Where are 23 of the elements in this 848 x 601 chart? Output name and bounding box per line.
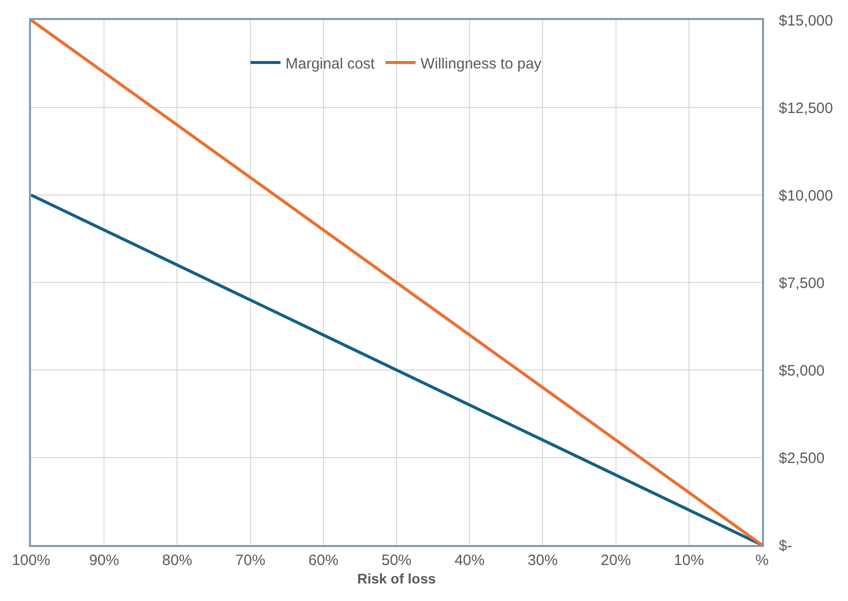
y-tick-label: $12,500	[778, 100, 833, 117]
x-tick-label: 80%	[162, 552, 192, 569]
x-tick-label: 40%	[454, 552, 485, 569]
y-tick-label: $15,000	[778, 12, 833, 30]
x-tick-label: 60%	[308, 552, 338, 569]
x-axis-title: Risk of loss	[357, 570, 436, 587]
y-tick-label: $-	[778, 537, 792, 554]
x-tick-label: 70%	[235, 552, 266, 569]
x-tick-label: 90%	[89, 552, 120, 569]
line-series	[31, 20, 762, 545]
x-tick-label: 20%	[600, 552, 631, 569]
legend-label: Willingness to pay	[420, 55, 542, 72]
line-series	[31, 194, 762, 545]
x-tick-label: 10%	[674, 552, 704, 569]
x-tick-label: 50%	[381, 552, 412, 569]
y-tick-label: $10,000	[778, 187, 833, 204]
y-tick-label: $7,500	[778, 274, 825, 292]
x-tick-label: 100%	[12, 552, 50, 569]
y-tick-label: $5,000	[778, 362, 825, 380]
x-tick-label: %	[755, 552, 769, 569]
legend-label: Marginal cost	[286, 55, 376, 72]
x-tick-label: 30%	[528, 552, 558, 569]
y-tick-label: $2,500	[778, 450, 825, 467]
